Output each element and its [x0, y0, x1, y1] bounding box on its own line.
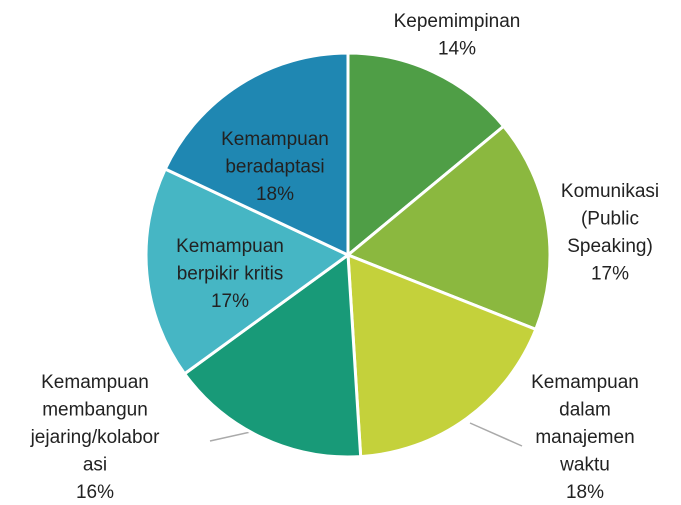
label-line: Kepemimpinan: [394, 11, 521, 32]
pie-slice: [345, 124, 552, 332]
label-line: Kemampuan: [221, 129, 329, 150]
pie-slice: [346, 51, 506, 259]
leader-line: [469, 422, 523, 447]
value-label: 18%: [566, 482, 604, 503]
label-line: Kemampuan: [531, 372, 639, 393]
label-line: Kemampuan: [41, 372, 149, 393]
pie-slice: [182, 252, 363, 459]
label-line: Komunikasi: [561, 181, 659, 202]
slice-label: Kemampuan berpikir kritis: [176, 236, 284, 285]
slice-label: Kemampuan membangun jejaring/kolabor asi: [30, 372, 161, 476]
pie-slice: [144, 166, 351, 376]
label-line: Kemampuan: [176, 236, 284, 257]
slice-label: Kemampuan beradaptasi: [221, 129, 329, 178]
label-line: asi: [83, 455, 107, 476]
slice-label: Komunikasi (Public Speaking): [561, 181, 659, 257]
label-line: membangun: [42, 400, 148, 421]
value-label: 18%: [256, 184, 294, 205]
label-line: dalam: [559, 400, 611, 421]
label-line: jejaring/kolabor: [30, 427, 161, 448]
value-label: 17%: [591, 264, 629, 285]
label-line: Speaking): [567, 236, 653, 257]
pie-slice: [346, 252, 538, 459]
value-label: 16%: [76, 482, 114, 503]
label-line: (Public: [581, 209, 639, 230]
slice-label: Kemampuan dalam manajemen waktu: [531, 372, 639, 476]
value-label: 17%: [211, 291, 249, 312]
pie-slice: [163, 51, 350, 258]
label-line: berpikir kritis: [177, 264, 284, 285]
slice-label: Kepemimpinan: [394, 11, 521, 32]
label-line: beradaptasi: [225, 157, 324, 178]
label-line: waktu: [559, 455, 610, 476]
value-label: 14%: [438, 39, 476, 60]
label-line: manajemen: [535, 427, 634, 448]
leader-line: [209, 430, 256, 442]
